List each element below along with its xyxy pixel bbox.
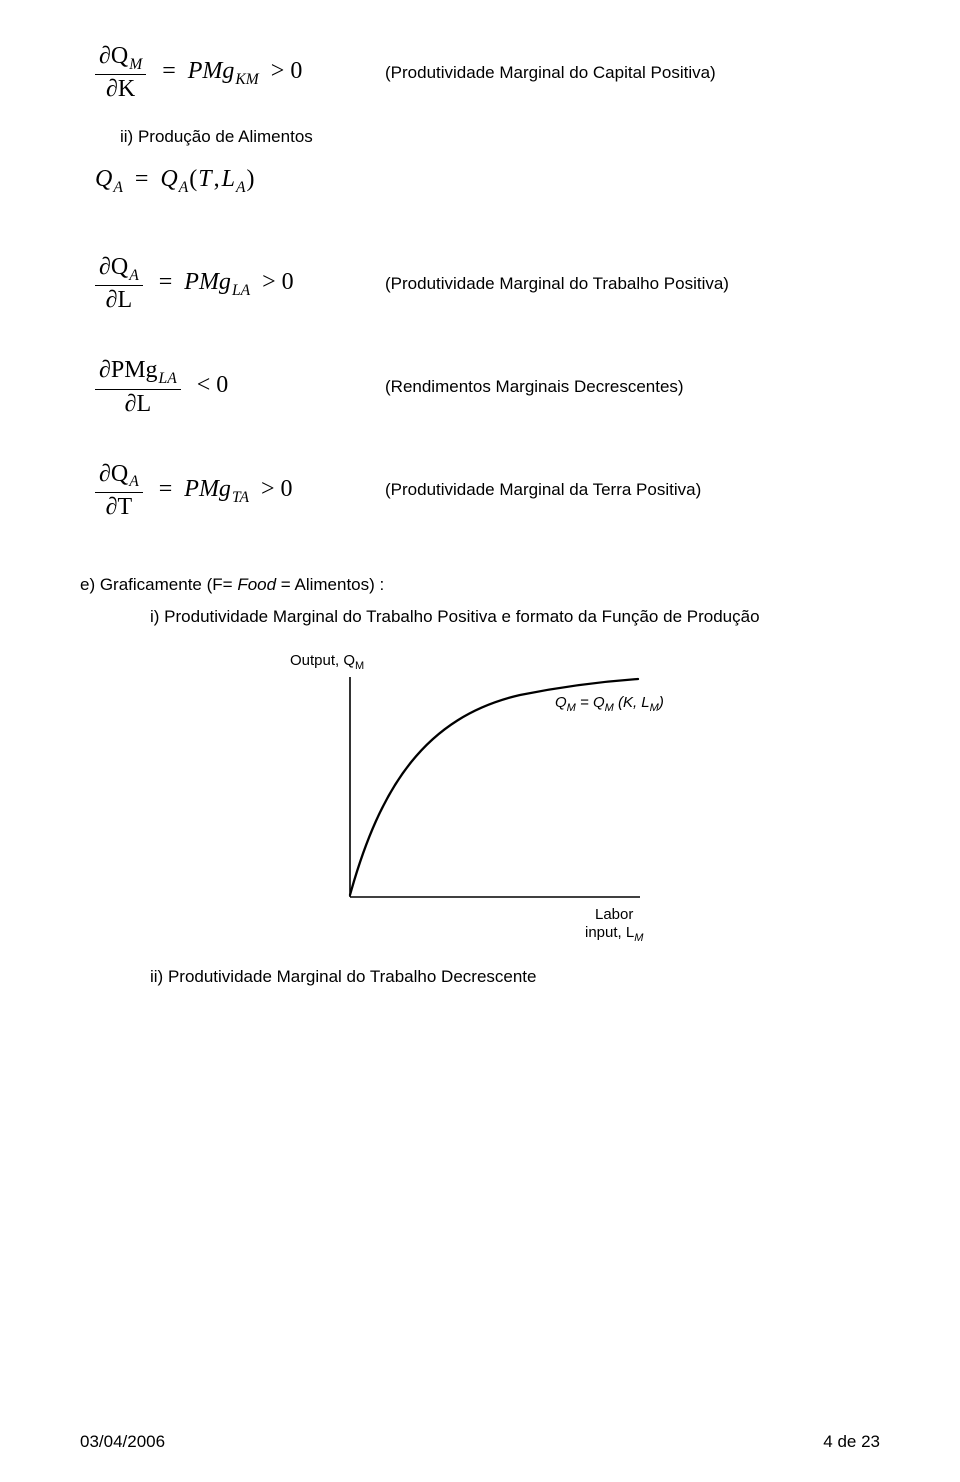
eq3-note: (Rendimentos Marginais Decrescentes) <box>385 375 684 399</box>
section-e: e) Graficamente (F= Food = Alimentos) : <box>80 573 880 597</box>
svg-text:Labor: Labor <box>595 906 633 923</box>
eq1-lhs: ∂QM ∂K = PMgKM > 0 <box>95 44 315 101</box>
page-footer: 03/04/2006 4 de 23 <box>80 1430 880 1454</box>
eq-pmg-l: ∂PMgLA ∂L < 0 (Rendimentos Marginais Dec… <box>95 358 880 415</box>
heading-ii: ii) Produção de Alimentos <box>120 125 880 149</box>
eq-qa-t: ∂QA ∂T = PMgTA > 0 (Produtividade Margin… <box>95 462 880 519</box>
footer-page: 4 de 23 <box>823 1430 880 1454</box>
svg-text:QM = QM (K, LM): QM = QM (K, LM) <box>555 694 664 714</box>
production-function-chart: Output, QM QM = QM (K, LM) Laborinput, LM <box>260 637 700 947</box>
svg-text:input, LM: input, LM <box>585 924 644 944</box>
page: ∂QM ∂K = PMgKM > 0 (Produtividade Margin… <box>0 0 960 1482</box>
eq2-note: (Produtividade Marginal do Trabalho Posi… <box>385 272 729 296</box>
eq-qm-k: ∂QM ∂K = PMgKM > 0 (Produtividade Margin… <box>95 44 880 101</box>
eq-qa-func: QA = QA(T,LA) <box>95 163 880 199</box>
eq4-note: (Produtividade Marginal da Terra Positiv… <box>385 478 701 502</box>
footer-date: 03/04/2006 <box>80 1430 165 1454</box>
item-i: i) Produtividade Marginal do Trabalho Po… <box>150 605 880 629</box>
eq-qa-l: ∂QA ∂L = PMgLA > 0 (Produtividade Margin… <box>95 255 880 312</box>
svg-text:Output, QM: Output, QM <box>290 652 364 672</box>
eq1-note: (Produtividade Marginal do Capital Posit… <box>385 61 716 85</box>
item-ii: ii) Produtividade Marginal do Trabalho D… <box>150 965 880 989</box>
